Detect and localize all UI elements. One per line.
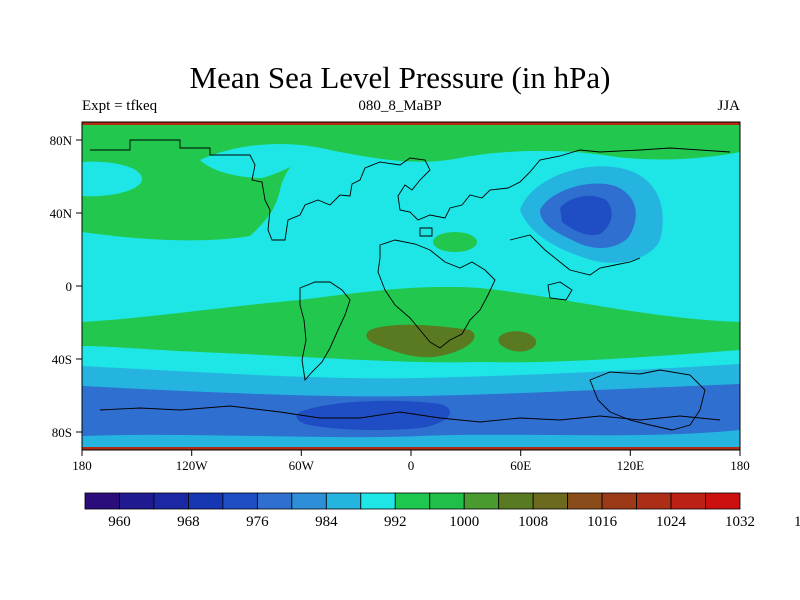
colorbar-swatch	[394, 492, 431, 510]
colorbar-swatch	[222, 492, 258, 510]
colorbar-swatch	[636, 492, 672, 510]
colorbar-label: 1016	[587, 514, 618, 530]
south-pole-band	[82, 447, 740, 450]
colorbar-label: 1008	[518, 514, 548, 530]
colorbar-label: 1040	[794, 514, 800, 530]
map-title: Mean Sea Level Pressure (in hPa)	[189, 60, 611, 95]
lat-ticks	[76, 139, 82, 433]
lat-label: 80S	[52, 425, 72, 440]
colorbar-label: 1032	[725, 514, 755, 530]
colorbar-swatch	[153, 492, 189, 510]
colorbar-swatch	[498, 492, 534, 510]
colorbar: 960 968 976 984 992 1000 1008 1016 1024 1032 1040	[84, 492, 800, 530]
season-label: JJA	[717, 98, 740, 114]
colorbar-swatch	[429, 492, 465, 510]
lat-label: 40N	[50, 206, 73, 221]
south-green-band	[82, 286, 740, 363]
lon-label: 180	[72, 458, 92, 473]
olive-high-atlantic	[366, 324, 475, 358]
olive-high-indian	[498, 331, 537, 352]
colorbar-swatch	[360, 492, 396, 510]
north-pole-band	[82, 122, 740, 125]
lat-label: 0	[66, 279, 73, 294]
lat-tick-labels: 80N 40N 0 40S 80S	[50, 133, 73, 440]
colorbar-label: 1000	[449, 514, 479, 530]
lon-label: 120E	[617, 458, 645, 473]
pressure-field	[82, 122, 740, 450]
colorbar-swatch	[256, 492, 293, 510]
colorbar-label: 976	[246, 514, 269, 530]
colorbar-swatch	[601, 492, 637, 510]
antarctic-low	[296, 400, 450, 431]
lon-ticks	[81, 450, 741, 456]
lon-label: 60E	[510, 458, 531, 473]
colorbar-swatch	[532, 492, 569, 510]
experiment-period: 080_8_MaBP	[358, 98, 442, 114]
colorbar-swatch	[188, 492, 224, 510]
colorbar-label: 984	[315, 514, 338, 530]
cyan-bubble-west	[82, 161, 143, 197]
colorbar-label: 968	[177, 514, 200, 530]
lon-label: 120W	[176, 458, 209, 473]
lon-label: 0	[408, 458, 415, 473]
colorbar-swatch	[291, 492, 327, 510]
colorbar-label: 992	[384, 514, 407, 530]
asia-low-deep	[560, 195, 612, 236]
antarctic-light	[82, 430, 740, 450]
colorbar-swatch	[705, 492, 741, 510]
lat-label: 40S	[52, 352, 72, 367]
lon-label: 60W	[289, 458, 315, 473]
colorbar-swatch	[567, 492, 603, 510]
colorbar-swatch	[84, 492, 120, 510]
colorbar-label: 1024	[656, 514, 687, 530]
green-patch-africa	[433, 232, 477, 252]
lon-tick-labels: 180 120W 60W 0 60E 120E 180	[72, 458, 750, 473]
coastlines	[90, 139, 731, 431]
experiment-label: Expt = tfkeq	[82, 98, 158, 114]
lon-label: 180	[730, 458, 750, 473]
colorbar-swatch	[670, 492, 706, 510]
cyan-bubble-north	[200, 144, 330, 178]
colorbar-label: 960	[108, 514, 131, 530]
lat-label: 80N	[50, 133, 73, 148]
colorbar-swatch	[463, 492, 500, 510]
colorbar-swatch	[119, 492, 155, 510]
colorbar-swatch	[325, 492, 362, 510]
